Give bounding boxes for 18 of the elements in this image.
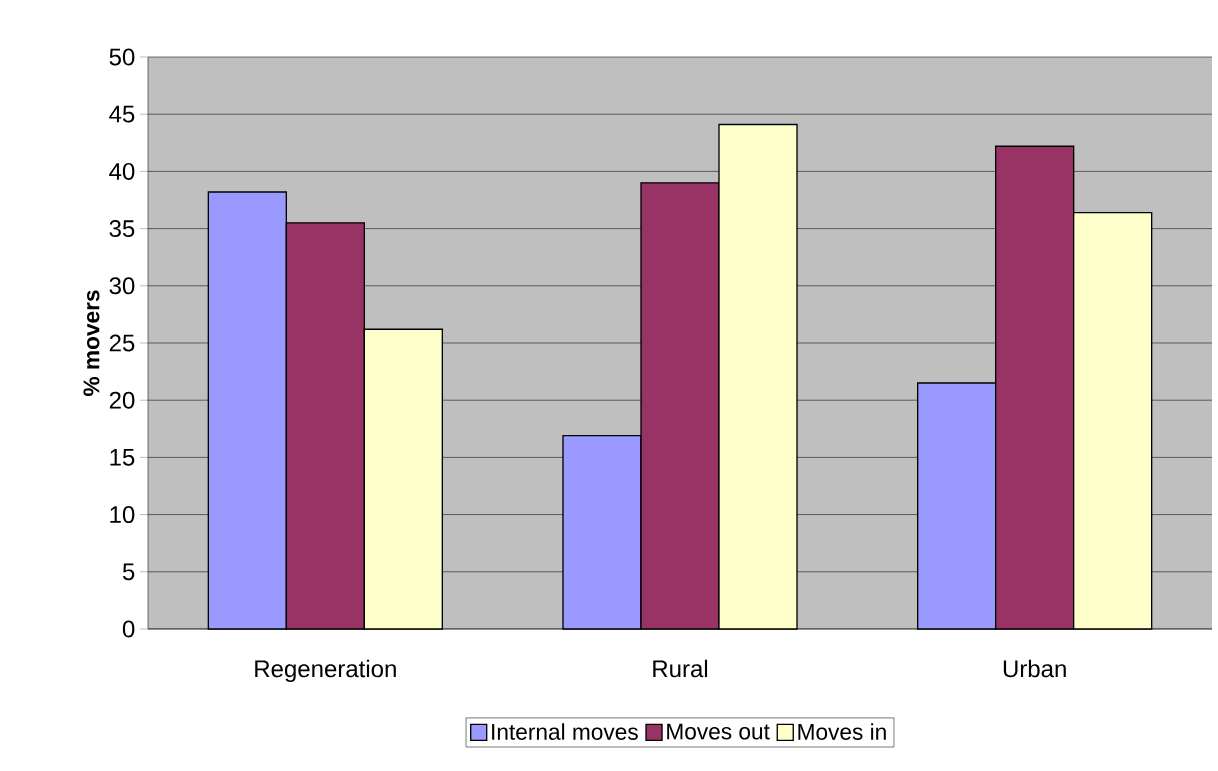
y-tick-label: 30: [109, 277, 135, 295]
x-tick-label: Rural: [653, 659, 708, 678]
y-tick-label: 0: [122, 620, 135, 638]
y-tick-label: 45: [109, 105, 135, 123]
y-tick-label: 50: [109, 48, 135, 66]
y-tick-label: 5: [122, 563, 135, 581]
legend-label: Moves out: [667, 723, 770, 740]
y-tick-label: 10: [110, 506, 135, 524]
y-tick-label: 20: [109, 391, 135, 409]
y-tick-label: 35: [109, 220, 135, 238]
x-tick-label: Urban: [1003, 659, 1066, 678]
y-tick-label: 15: [110, 449, 135, 466]
legend-label: Moves in: [798, 723, 886, 740]
y-tick-label: 40: [109, 162, 135, 180]
y-tick-label: 25: [109, 334, 135, 352]
legend-label: Internal moves: [492, 723, 638, 740]
x-tick-label: Regeneration: [255, 659, 396, 683]
y-axis-title: % movers: [83, 290, 100, 396]
